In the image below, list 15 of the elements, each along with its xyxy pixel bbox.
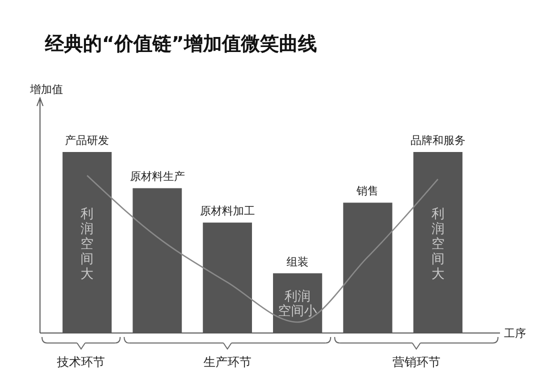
- chart-title: 经典的“价值链”增加值微笑曲线: [44, 33, 317, 55]
- annotation: 利润空间大: [80, 207, 94, 282]
- text: 营销环节: [392, 355, 440, 369]
- x-tick-label: 销售: [356, 184, 379, 198]
- text: 生产环节: [203, 355, 252, 369]
- x-tick-label: 组装: [286, 255, 309, 268]
- annotation: 利润空间小: [278, 289, 318, 320]
- annotation: 利润空间大: [431, 207, 444, 282]
- x-axis-title: 工序: [504, 327, 526, 340]
- text: 技术环节: [56, 355, 106, 369]
- x-tick-label: 产品研发: [65, 134, 110, 147]
- x-tick-label: 原材料生产: [130, 170, 185, 184]
- x-tick-label: 品牌和服务: [410, 134, 466, 147]
- x-tick-label: 原材料加工: [200, 204, 255, 218]
- y-axis-title: 增加值: [29, 83, 63, 96]
